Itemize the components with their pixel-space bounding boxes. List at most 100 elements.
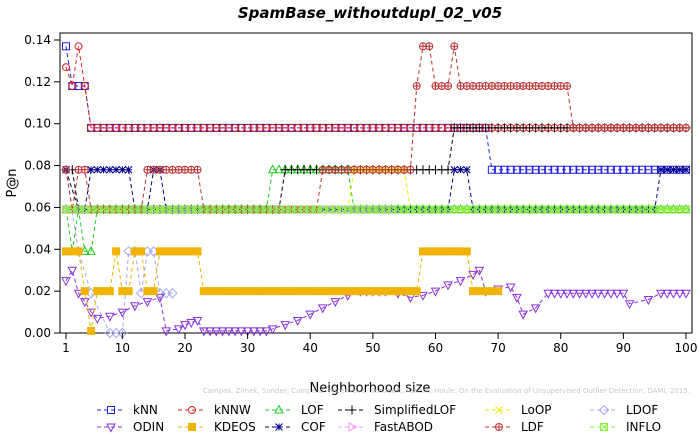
data-point bbox=[668, 203, 679, 214]
data-point bbox=[193, 123, 202, 132]
data-point bbox=[406, 165, 415, 174]
x-tick-label: 10 bbox=[115, 341, 130, 355]
data-point bbox=[281, 123, 290, 132]
data-point bbox=[223, 327, 234, 337]
data-point bbox=[337, 123, 346, 132]
data-point bbox=[86, 308, 96, 318]
data-point bbox=[624, 300, 635, 310]
data-point bbox=[375, 123, 384, 132]
data-point bbox=[275, 423, 283, 431]
data-point bbox=[612, 289, 622, 299]
legend: kNN kNNW LOF SimplifiedLOF LoOP LDOF ODIN KDEOS… bbox=[97, 403, 661, 434]
data-point bbox=[317, 304, 328, 314]
data-point bbox=[613, 165, 622, 174]
data-point bbox=[267, 325, 278, 335]
data-point bbox=[462, 247, 471, 256]
data-point bbox=[618, 289, 629, 299]
data-point bbox=[631, 165, 640, 174]
data-point bbox=[656, 203, 666, 214]
data-point bbox=[261, 327, 272, 337]
legend-item: FastABOD bbox=[338, 420, 433, 434]
series-line bbox=[65, 46, 686, 171]
data-point bbox=[280, 321, 291, 331]
data-point bbox=[450, 42, 459, 51]
data-point bbox=[682, 165, 690, 174]
data-point bbox=[368, 123, 377, 132]
data-point bbox=[243, 123, 252, 132]
data-point bbox=[598, 404, 610, 416]
data-point bbox=[461, 203, 472, 214]
data-point bbox=[255, 327, 265, 337]
data-point bbox=[236, 327, 247, 337]
data-point bbox=[180, 123, 189, 132]
data-point bbox=[487, 165, 496, 174]
legend-item: kNNW bbox=[178, 403, 251, 417]
data-point bbox=[456, 165, 465, 174]
data-point bbox=[644, 165, 653, 174]
data-point bbox=[143, 123, 152, 132]
data-point bbox=[80, 287, 89, 296]
data-point bbox=[600, 423, 608, 431]
legend-item: LDF bbox=[485, 420, 544, 434]
data-point bbox=[267, 164, 278, 174]
data-point bbox=[87, 326, 96, 335]
data-point bbox=[494, 287, 503, 296]
series-line bbox=[65, 46, 686, 129]
data-point bbox=[575, 165, 584, 174]
legend-label: ODIN bbox=[133, 420, 164, 434]
data-point bbox=[167, 288, 178, 299]
data-point bbox=[124, 123, 133, 132]
legend-label: COF bbox=[301, 420, 326, 434]
data-point bbox=[405, 293, 416, 303]
data-point bbox=[443, 281, 453, 291]
data-point bbox=[525, 165, 534, 174]
data-point bbox=[124, 287, 133, 296]
data-point bbox=[675, 165, 684, 174]
plot-frame bbox=[59, 32, 693, 334]
legend-label: LOF bbox=[301, 403, 324, 417]
data-point bbox=[198, 327, 209, 337]
legend-item: SimplifiedLOF bbox=[338, 403, 456, 417]
data-point bbox=[563, 82, 572, 91]
y-axis-label: P@n bbox=[5, 168, 20, 197]
data-point bbox=[312, 123, 321, 132]
data-point bbox=[149, 287, 158, 296]
legend-item: kNN bbox=[97, 403, 158, 417]
data-point bbox=[106, 423, 116, 433]
data-point bbox=[130, 123, 139, 132]
data-point bbox=[550, 165, 559, 174]
data-point bbox=[68, 82, 77, 91]
data-point bbox=[188, 406, 196, 414]
data-point bbox=[193, 247, 202, 256]
y-tick-label: 0.00 bbox=[24, 326, 51, 340]
data-point bbox=[74, 247, 83, 256]
legend-label: KDEOS bbox=[214, 420, 256, 434]
data-point bbox=[643, 296, 654, 306]
data-point bbox=[62, 165, 70, 174]
data-point bbox=[99, 123, 108, 132]
y-tick-label: 0.14 bbox=[24, 33, 51, 47]
data-point bbox=[73, 289, 84, 299]
data-point bbox=[93, 165, 102, 174]
data-point bbox=[74, 82, 83, 91]
y-tick-label: 0.10 bbox=[24, 117, 51, 131]
data-point bbox=[62, 42, 70, 51]
data-point bbox=[105, 287, 114, 296]
legend-label: INFLO bbox=[626, 420, 661, 434]
data-point bbox=[256, 123, 265, 132]
data-point bbox=[393, 123, 402, 132]
data-point bbox=[173, 325, 184, 335]
data-point bbox=[537, 165, 546, 174]
data-point bbox=[306, 123, 315, 132]
data-point bbox=[192, 316, 203, 327]
data-point bbox=[555, 289, 566, 299]
y-tick-label: 0.12 bbox=[24, 75, 51, 89]
data-point bbox=[431, 123, 440, 132]
data-point bbox=[287, 123, 296, 132]
data-point bbox=[161, 327, 172, 337]
data-point bbox=[549, 289, 560, 299]
data-point bbox=[199, 123, 208, 132]
legend-label: SimplifiedLOF bbox=[374, 403, 456, 417]
legend-item: ODIN bbox=[97, 420, 164, 434]
data-point bbox=[87, 123, 96, 132]
